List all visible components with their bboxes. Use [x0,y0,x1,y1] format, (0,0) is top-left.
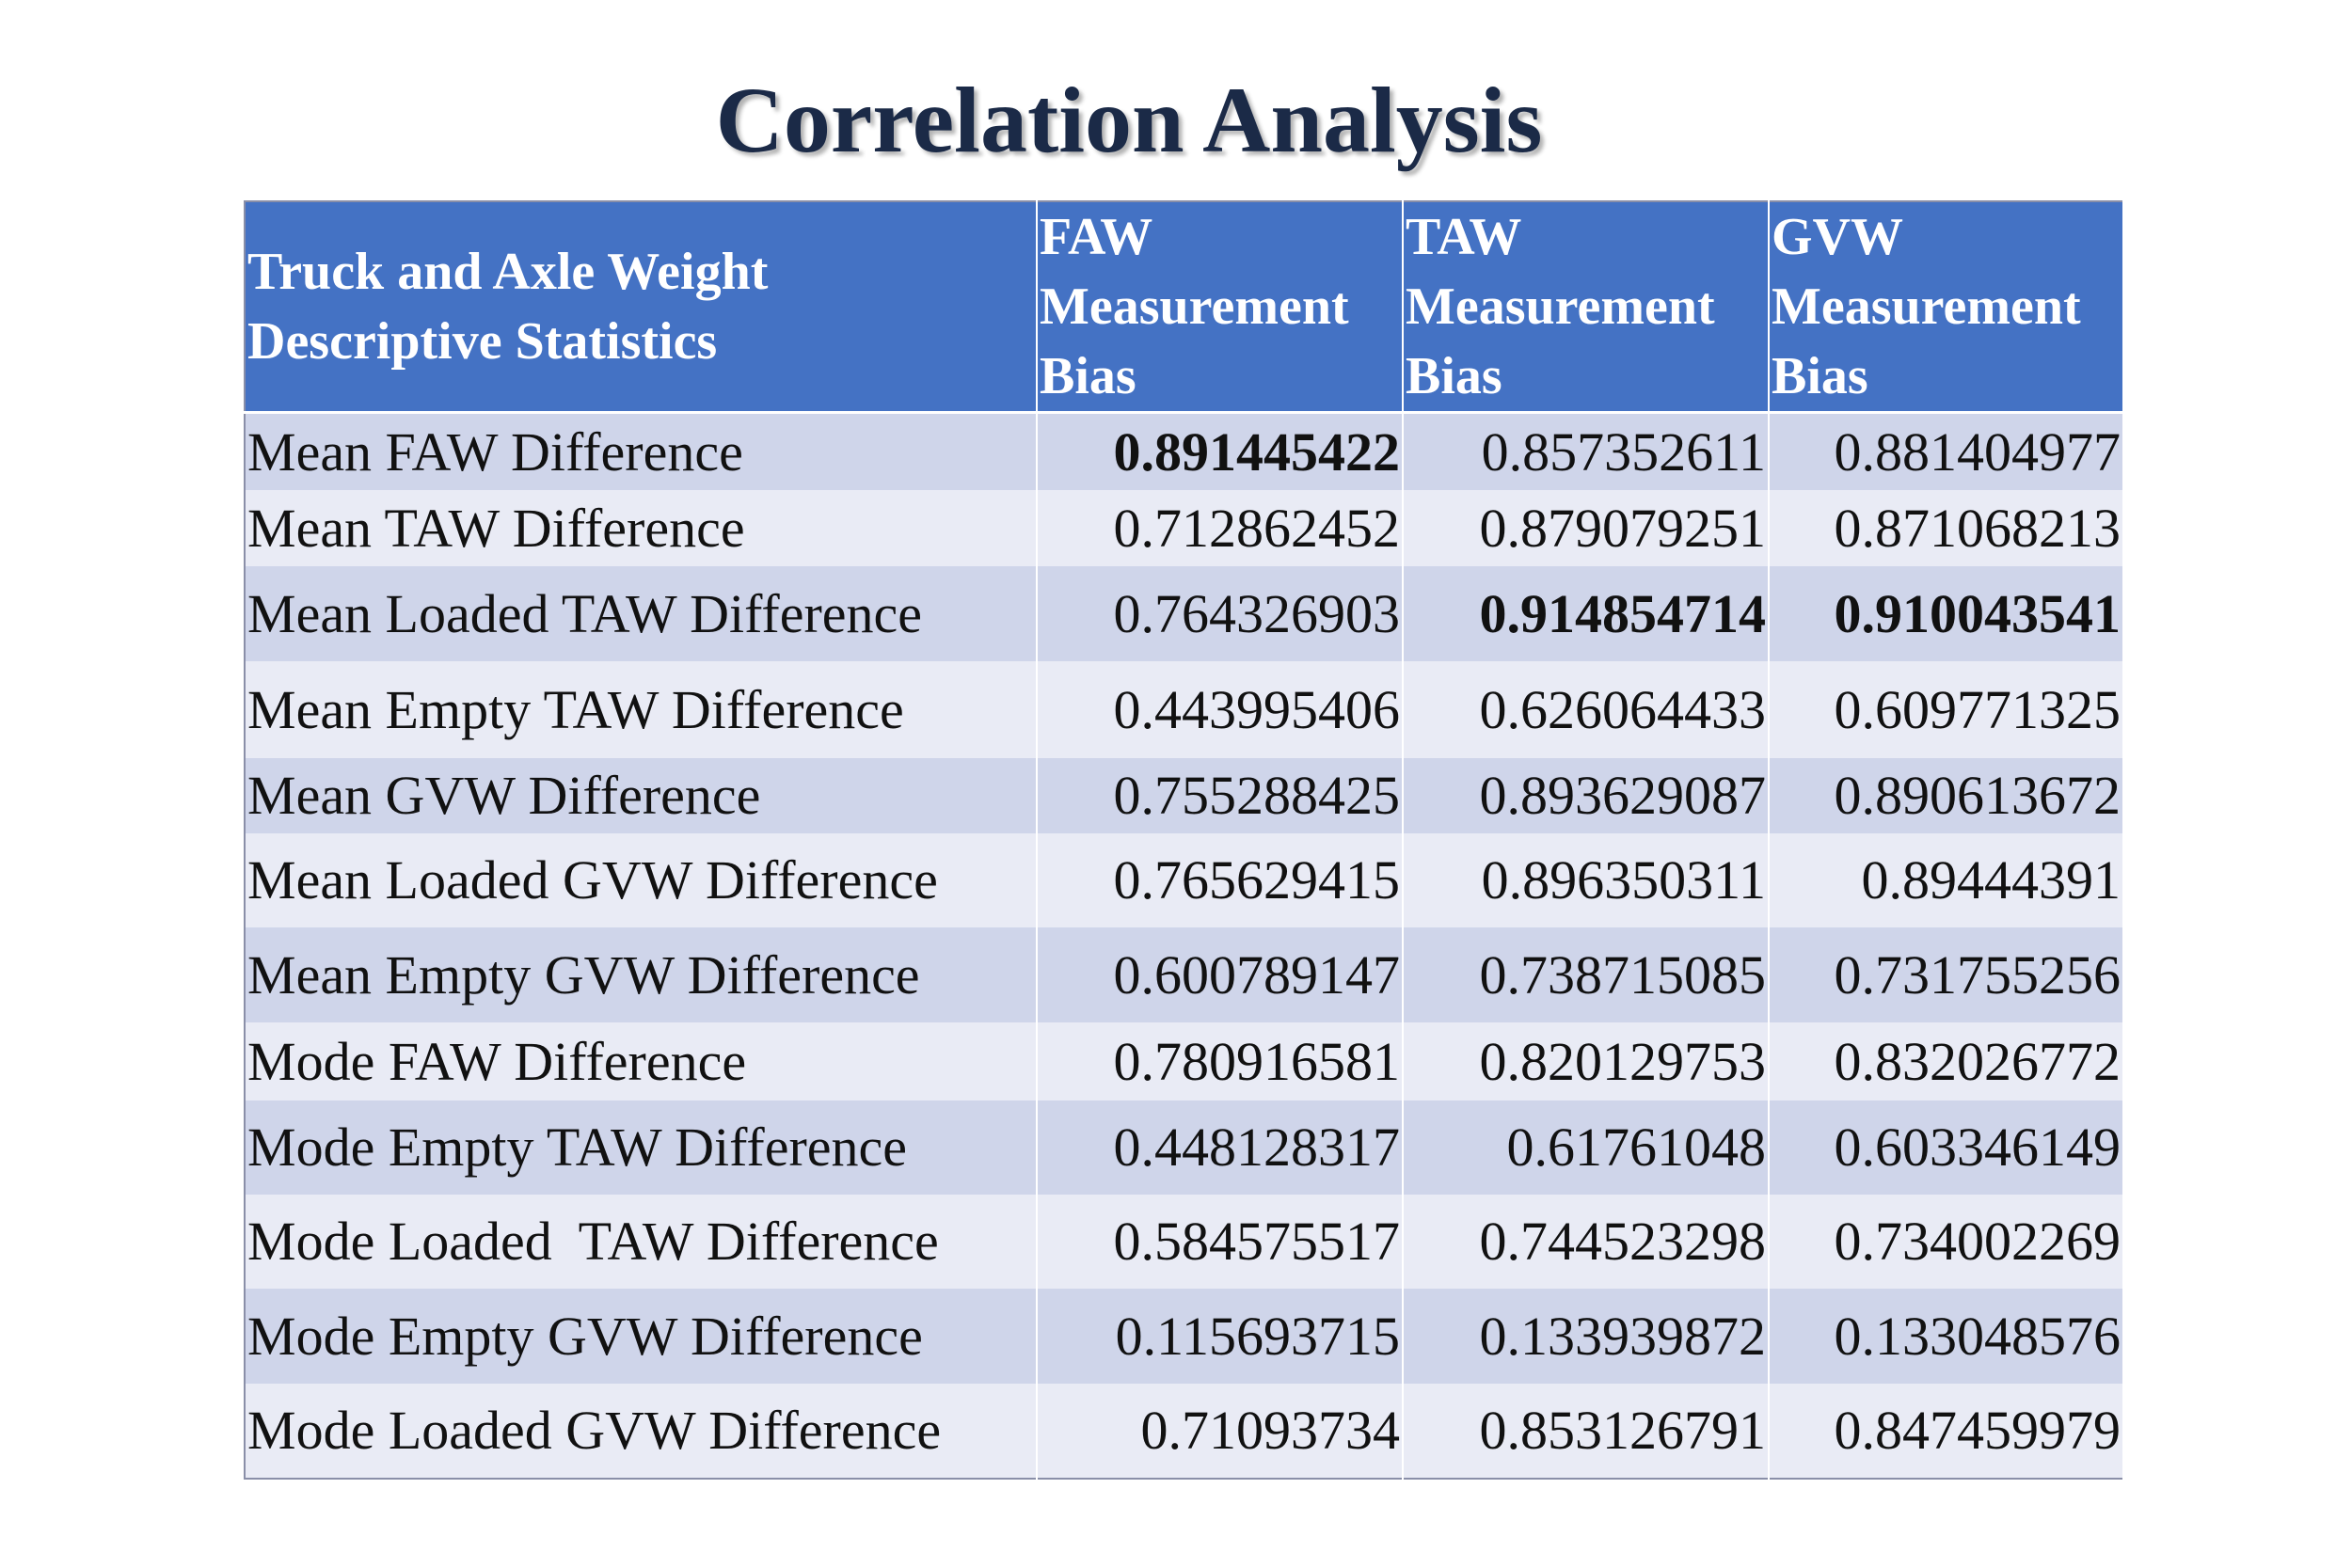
table-row: Mode Empty TAW Difference 0.448128317 0.61… [245,1100,2124,1195]
value-cell: 0.871068213 [1769,489,2124,566]
header-cell: FAW Measurement Bias [1037,201,1404,414]
value-cell: 0.853126791 [1403,1383,1770,1479]
value-cell: 0.738715085 [1403,927,1770,1022]
value-cell: 0.881404977 [1769,412,2124,490]
value-cell: 0.89444391 [1769,832,2124,927]
value-cell: 0.910043541 [1769,565,2124,661]
row-label: Mean Empty TAW Difference [245,660,1038,758]
value-cell: 0.764326903 [1037,565,1404,661]
header-cell: Truck and Axle Weight Descriptive Statis… [245,201,1038,414]
table-row: Mean Empty GVW Difference 0.600789147 0.73… [245,927,2124,1022]
table-body: Mean FAW Difference 0.891445422 0.85735261… [245,412,2124,1479]
value-cell: 0.712862452 [1037,489,1404,566]
value-cell: 0.896350311 [1403,832,1770,927]
row-label: Mean FAW Difference [245,412,1038,490]
value-cell: 0.820129753 [1403,1022,1770,1101]
slide-title: Correlation Analysis [715,68,1543,172]
value-cell: 0.765629415 [1037,832,1404,927]
table-row: Mode Loaded TAW Difference 0.584575517 0.7… [245,1194,2124,1289]
value-cell: 0.443995406 [1037,660,1404,758]
value-cell: 0.71093734 [1037,1383,1404,1479]
table-row: Mean FAW Difference 0.891445422 0.85735261… [245,412,2124,490]
value-cell: 0.133939872 [1403,1288,1770,1384]
row-label: Mode Empty GVW Difference [245,1288,1038,1384]
value-cell: 0.603346149 [1769,1100,2124,1195]
value-cell: 0.448128317 [1037,1100,1404,1195]
row-label: Mode Loaded TAW Difference [245,1194,1038,1289]
header-cell: TAW Measurement Bias [1403,201,1770,414]
table-row: Mode FAW Difference 0.780916581 0.82012975… [245,1022,2124,1101]
table-row: Mean GVW Difference 0.755288425 0.89362908… [245,757,2124,833]
value-cell: 0.600789147 [1037,927,1404,1022]
value-cell: 0.890613672 [1769,757,2124,833]
value-cell: 0.584575517 [1037,1194,1404,1289]
table-row: Mean Empty TAW Difference 0.443995406 0.62… [245,660,2124,758]
value-cell: 0.609771325 [1769,660,2124,758]
value-cell: 0.891445422 [1037,412,1404,490]
value-cell: 0.731755256 [1769,927,2124,1022]
row-label: Mean GVW Difference [245,757,1038,833]
table-row: Mode Loaded GVW Difference 0.71093734 0.85… [245,1383,2124,1479]
row-label: Mode FAW Difference [245,1022,1038,1101]
value-cell: 0.133048576 [1769,1288,2124,1384]
row-label: Mean Loaded TAW Difference [245,565,1038,661]
value-cell: 0.857352611 [1403,412,1770,490]
value-cell: 0.893629087 [1403,757,1770,833]
row-label: Mean Loaded GVW Difference [245,832,1038,927]
value-cell: 0.734002269 [1769,1194,2124,1289]
correlation-table: Truck and Axle Weight Descriptive Statis… [244,200,2124,1480]
value-cell: 0.626064433 [1403,660,1770,758]
value-cell: 0.847459979 [1769,1383,2124,1479]
table-row: Mean Loaded TAW Difference 0.764326903 0.9… [245,565,2124,661]
table-row: Mean TAW Difference 0.712862452 0.87907925… [245,489,2124,566]
value-cell: 0.744523298 [1403,1194,1770,1289]
value-cell: 0.914854714 [1403,565,1770,661]
row-label: Mode Empty TAW Difference [245,1100,1038,1195]
row-label: Mean Empty GVW Difference [245,927,1038,1022]
value-cell: 0.879079251 [1403,489,1770,566]
value-cell: 0.832026772 [1769,1022,2124,1101]
table-row: Mode Empty GVW Difference 0.115693715 0.13… [245,1288,2124,1384]
value-cell: 0.115693715 [1037,1288,1404,1384]
value-cell: 0.755288425 [1037,757,1404,833]
value-cell: 0.61761048 [1403,1100,1770,1195]
header-row: Truck and Axle Weight Descriptive Statis… [245,201,2124,414]
table-row: Mean Loaded GVW Difference 0.765629415 0.8… [245,832,2124,927]
row-label: Mode Loaded GVW Difference [245,1383,1038,1479]
header-cell: GVW Measurement Bias [1769,201,2124,414]
value-cell: 0.780916581 [1037,1022,1404,1101]
row-label: Mean TAW Difference [245,489,1038,566]
